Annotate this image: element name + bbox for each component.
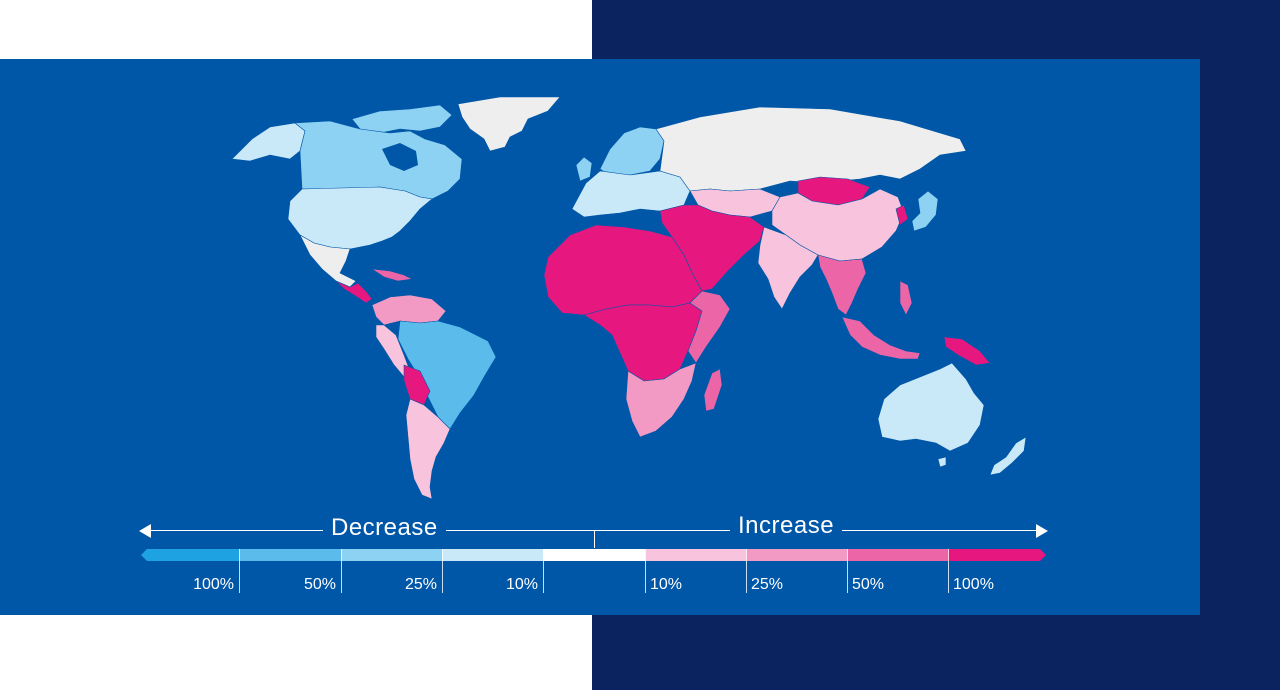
- legend-color-segment: [239, 549, 341, 561]
- legend-center-tick: [594, 531, 595, 548]
- region-arctic-islands: [351, 104, 453, 134]
- arrow-right-icon: [1036, 524, 1048, 538]
- legend-color-segment: [847, 549, 948, 561]
- region-korea: [895, 204, 909, 226]
- legend-axis-line: [148, 530, 1038, 531]
- legend-tick-label: 10%: [650, 576, 683, 593]
- legend-tick-line: [442, 549, 443, 593]
- legend-tick-line: [746, 549, 747, 593]
- map-panel: Decrease Increase 100% 50% 25% 10% 10% 25% 50%…: [0, 59, 1200, 615]
- region-brazil: [397, 320, 497, 430]
- region-central-america: [335, 280, 373, 304]
- legend-tick-label: 50%: [852, 576, 885, 593]
- arrow-left-icon: [139, 524, 151, 538]
- region-alaska: [231, 122, 306, 162]
- region-japan: [911, 190, 939, 232]
- legend-color-segment: [543, 549, 645, 561]
- legend-color-segment: [141, 549, 239, 561]
- region-southern-africa: [625, 362, 697, 438]
- legend-tick-line: [239, 549, 240, 593]
- region-east-africa: [687, 290, 731, 364]
- region-greenland: [457, 96, 561, 152]
- legend-tick-line: [543, 549, 544, 593]
- world-map: [231, 96, 1027, 500]
- legend-tick-line: [341, 549, 342, 593]
- legend-tick-line: [847, 549, 848, 593]
- region-philippines: [899, 280, 913, 316]
- legend-tick-label: 100%: [193, 576, 234, 593]
- region-northern-south-america: [371, 294, 447, 326]
- region-mexico: [299, 234, 357, 288]
- region-southeast-asia: [817, 254, 867, 316]
- legend-tick-label: 25%: [751, 576, 784, 593]
- region-northern-europe: [599, 126, 665, 178]
- legend-color-segment: [645, 549, 746, 561]
- legend-increase-label: Increase: [730, 512, 843, 540]
- region-china: [771, 188, 905, 262]
- region-usa: [287, 186, 433, 250]
- legend-tick-label: 25%: [404, 576, 437, 593]
- legend-color-segment: [442, 549, 543, 561]
- region-india: [757, 226, 819, 310]
- region-new-zealand: [989, 436, 1027, 476]
- legend-tick-line: [645, 549, 646, 593]
- legend-tick-line: [948, 549, 949, 593]
- region-uk: [575, 156, 593, 182]
- region-tasmania: [937, 456, 947, 468]
- region-indonesia: [841, 316, 921, 360]
- region-russia: [655, 106, 967, 192]
- region-australia: [877, 362, 985, 452]
- legend-tick-label: 10%: [505, 576, 538, 593]
- region-caribbean: [371, 268, 413, 282]
- region-papua-new-guinea: [943, 336, 991, 366]
- region-madagascar: [703, 368, 723, 412]
- legend-color-segment: [746, 549, 847, 561]
- legend-color-segment: [948, 549, 1046, 561]
- legend-tick-label: 100%: [953, 576, 994, 593]
- legend-color-segment: [341, 549, 442, 561]
- legend-decrease-label: Decrease: [323, 514, 446, 542]
- region-western-europe: [571, 170, 691, 218]
- region-southern-south-america: [405, 398, 451, 500]
- region-hudson-bay: [382, 143, 418, 171]
- legend-tick-label: 50%: [303, 576, 336, 593]
